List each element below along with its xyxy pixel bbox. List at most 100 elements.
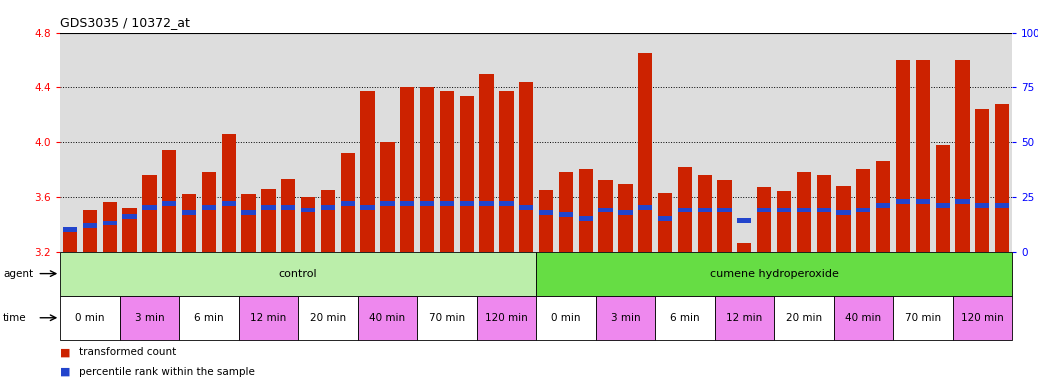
Bar [955, 199, 969, 204]
Text: 120 min: 120 min [961, 313, 1004, 323]
Text: percentile rank within the sample: percentile rank within the sample [79, 367, 254, 377]
Bar [321, 190, 335, 252]
Bar [420, 201, 434, 206]
Bar [499, 91, 514, 252]
Bar [638, 53, 652, 252]
Bar [63, 227, 77, 252]
Bar [717, 207, 732, 212]
Bar [776, 207, 791, 212]
Bar [476, 296, 536, 340]
Bar [935, 145, 950, 252]
Bar [995, 203, 1009, 208]
Bar [896, 60, 910, 252]
Text: 12 min: 12 min [250, 313, 286, 323]
Bar [619, 184, 632, 252]
Bar [817, 207, 830, 212]
Bar [340, 201, 355, 206]
Bar [60, 296, 119, 340]
Bar [619, 210, 632, 215]
Bar [596, 296, 655, 340]
Bar [817, 175, 830, 252]
Bar [142, 205, 157, 210]
Bar [797, 207, 811, 212]
Bar [598, 180, 612, 252]
Bar [539, 210, 553, 215]
Text: transformed count: transformed count [79, 347, 176, 357]
Bar [222, 134, 236, 252]
Bar [539, 190, 553, 252]
Bar [122, 214, 137, 219]
Bar [301, 197, 316, 252]
Bar [655, 296, 714, 340]
Text: time: time [3, 313, 27, 323]
Bar [400, 88, 414, 252]
Bar [119, 296, 180, 340]
Text: 20 min: 20 min [786, 313, 822, 323]
Bar [281, 205, 296, 210]
Bar [578, 169, 593, 252]
Bar [360, 205, 375, 210]
Text: 20 min: 20 min [310, 313, 346, 323]
Bar [975, 203, 989, 208]
Bar [536, 296, 596, 340]
Bar [142, 175, 157, 252]
Bar [262, 205, 275, 210]
Text: 70 min: 70 min [429, 313, 465, 323]
Bar [460, 96, 474, 252]
Bar [60, 252, 536, 296]
Text: 0 min: 0 min [75, 313, 105, 323]
Bar [440, 201, 454, 206]
Text: 0 min: 0 min [551, 313, 580, 323]
Bar [658, 193, 673, 252]
Bar [876, 203, 891, 208]
Bar [519, 82, 534, 252]
Bar [953, 296, 1012, 340]
Bar [975, 109, 989, 252]
Text: 120 min: 120 min [485, 313, 527, 323]
Bar [242, 194, 255, 252]
Bar [180, 296, 239, 340]
Text: cumene hydroperoxide: cumene hydroperoxide [710, 268, 839, 279]
Bar [201, 205, 216, 210]
Bar [380, 201, 394, 206]
Bar [103, 202, 117, 252]
Bar [896, 199, 910, 204]
Bar [83, 210, 98, 252]
Text: 3 min: 3 min [610, 313, 640, 323]
Text: 6 min: 6 min [194, 313, 224, 323]
Bar [558, 212, 573, 217]
Bar [162, 150, 176, 252]
Bar [876, 161, 891, 252]
Bar [420, 88, 434, 252]
Bar [558, 172, 573, 252]
Text: GDS3035 / 10372_at: GDS3035 / 10372_at [60, 16, 190, 29]
Text: control: control [279, 268, 318, 279]
Bar [797, 172, 811, 252]
Bar [658, 216, 673, 221]
Bar [678, 167, 692, 252]
Bar [737, 243, 752, 252]
Bar [360, 91, 375, 252]
Bar [955, 60, 969, 252]
Text: ■: ■ [60, 347, 71, 357]
Text: 12 min: 12 min [727, 313, 763, 323]
Bar [321, 205, 335, 210]
Bar [239, 296, 298, 340]
Bar [417, 296, 476, 340]
Bar [103, 221, 117, 225]
Bar [598, 207, 612, 212]
Bar [480, 201, 494, 206]
Bar [400, 201, 414, 206]
Bar [440, 91, 454, 252]
Bar [893, 296, 953, 340]
Bar [460, 201, 474, 206]
Bar [222, 201, 236, 206]
Bar [122, 208, 137, 252]
Text: 3 min: 3 min [135, 313, 164, 323]
Bar [301, 207, 316, 212]
Text: 70 min: 70 min [905, 313, 940, 323]
Bar [262, 189, 275, 252]
Bar [856, 169, 871, 252]
Bar [519, 205, 534, 210]
Bar [916, 199, 930, 204]
